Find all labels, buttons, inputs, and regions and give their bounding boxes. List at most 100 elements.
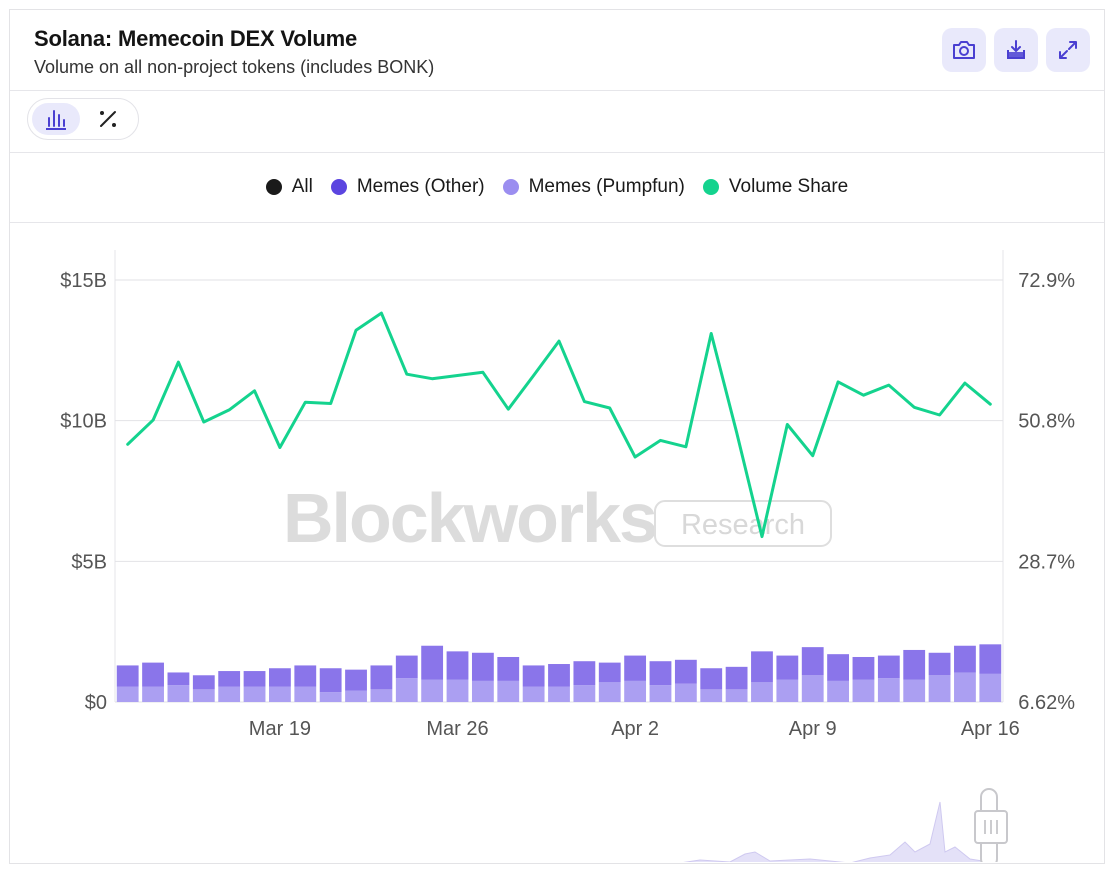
bar-segment-other [116, 665, 139, 687]
volume-share-line [126, 311, 992, 539]
y-axis-left: $0 $5B $10B $15B [60, 270, 107, 714]
bar-segment-pumpfun [852, 679, 875, 702]
legend-item-memes-pumpfun[interactable]: Memes (Pumpfun) [502, 176, 685, 198]
bar-segment-other [345, 669, 367, 691]
x-tick-label: Mar 19 [249, 718, 311, 740]
bar-segment-pumpfun [370, 689, 393, 702]
x-tick-label: Apr 16 [961, 718, 1020, 740]
y-right-tick-label: 6.62% [1018, 692, 1075, 714]
view-toggle [27, 98, 139, 140]
bar-segment-pumpfun [624, 680, 647, 702]
legend-label: Memes (Pumpfun) [528, 176, 685, 197]
legend-label: All [291, 176, 313, 197]
y-left-tick-label: $5B [71, 551, 107, 573]
bar-segment-other [573, 661, 596, 686]
bar-segment-other [598, 662, 621, 683]
watermark-tag-box [654, 500, 832, 547]
gridlines [114, 250, 1004, 703]
legend-dot [330, 179, 347, 195]
bar-segment-pumpfun [243, 686, 266, 702]
chart-legend: All Memes (Other) Memes (Pumpfun) Volume… [10, 152, 1104, 223]
bar-segment-pumpfun [751, 682, 773, 702]
legend-item-memes-other[interactable]: Memes (Other) [330, 176, 485, 198]
legend-dot [265, 179, 282, 195]
legend-item-all[interactable]: All [265, 176, 313, 198]
legend-label: Volume Share [728, 176, 849, 197]
y-left-tick-label: $15B [60, 270, 107, 292]
bar-segment-other [142, 662, 164, 687]
bar-segment-pumpfun [167, 685, 190, 702]
bar-segment-other [243, 671, 266, 687]
bar-segment-other [497, 656, 520, 681]
y-right-tick-label: 50.8% [1018, 411, 1075, 433]
bar-segment-pumpfun [421, 679, 444, 702]
bar-segment-pumpfun [319, 692, 342, 702]
legend-item-volume-share[interactable]: Volume Share [702, 176, 849, 198]
x-axis: Mar 19 Mar 26 Apr 2 Apr 9 Apr 16 [249, 718, 1020, 740]
chart-title: Solana: Memecoin DEX Volume [34, 26, 358, 51]
bar-segment-other [269, 668, 291, 687]
chart-plot: Blockworks Research $0 $5B $10B $15B 6.62% 2… [60, 250, 1075, 862]
bar-segment-other [954, 645, 976, 673]
range-navigator[interactable] [115, 788, 1008, 862]
download-data-button[interactable] [994, 28, 1038, 72]
watermark-tag: Research [681, 509, 805, 541]
bar-segment-pumpfun [979, 673, 1002, 702]
bar-segment-pumpfun [827, 680, 849, 702]
bar-segment-pumpfun [903, 679, 926, 702]
download-image-button[interactable] [942, 28, 986, 72]
bar-segment-pumpfun [954, 672, 976, 702]
bar-segment-pumpfun [345, 690, 367, 702]
bar-segment-other [471, 652, 494, 681]
bar-segment-other [649, 661, 672, 686]
bar-chart-icon [46, 110, 66, 130]
watermark: Blockworks Research [283, 479, 832, 557]
y-axis-right: 6.62% 28.7% 50.8% 72.9% [1018, 270, 1075, 714]
bar-segment-other [877, 655, 900, 679]
percent-view-toggle[interactable] [84, 103, 132, 135]
bar-segment-pumpfun [142, 686, 164, 702]
bar-segment-other [218, 671, 241, 687]
bar-segment-other [852, 656, 875, 680]
bar-view-toggle[interactable] [32, 103, 80, 135]
bar-segment-other [548, 664, 570, 687]
x-tick-label: Apr 2 [611, 718, 659, 740]
bar-segment-pumpfun [928, 675, 951, 702]
bar-segment-other [522, 665, 545, 687]
bar-series [116, 644, 1002, 702]
legend-label: Memes (Other) [356, 176, 485, 197]
bar-segment-pumpfun [471, 680, 494, 702]
expand-icon [1059, 41, 1077, 59]
bar-segment-other [446, 651, 469, 680]
bar-segment-pumpfun [269, 686, 291, 702]
bar-segment-other [395, 655, 418, 679]
bar-segment-other [725, 666, 748, 690]
bar-segment-pumpfun [497, 680, 520, 702]
bar-segment-pumpfun [598, 682, 621, 702]
bar-segment-other [700, 668, 723, 690]
grip-lines [984, 820, 998, 834]
expand-button[interactable] [1046, 28, 1090, 72]
y-right-tick-label: 28.7% [1018, 551, 1075, 573]
bar-segment-pumpfun [725, 689, 748, 702]
bar-segment-other [801, 647, 824, 676]
y-left-tick-label: $0 [85, 692, 107, 714]
bar-segment-pumpfun [674, 683, 697, 702]
chart-subtitle: Volume on all non-project tokens (includ… [34, 57, 435, 77]
bar-segment-pumpfun [776, 679, 799, 702]
bar-segment-pumpfun [801, 675, 824, 702]
bar-segment-other [192, 675, 215, 690]
bar-segment-other [776, 655, 799, 680]
x-tick-label: Apr 9 [789, 718, 837, 740]
y-left-tick-label: $10B [60, 411, 107, 433]
bar-segment-other [421, 645, 444, 680]
bar-segment-pumpfun [395, 678, 418, 702]
bar-segment-pumpfun [573, 685, 596, 702]
bar-segment-pumpfun [649, 685, 672, 702]
legend-dot [502, 179, 519, 195]
bar-segment-other [167, 672, 190, 686]
download-icon [1007, 40, 1025, 59]
percent-icon [100, 111, 116, 127]
bar-segment-pumpfun [116, 686, 139, 702]
bar-segment-pumpfun [522, 686, 545, 702]
